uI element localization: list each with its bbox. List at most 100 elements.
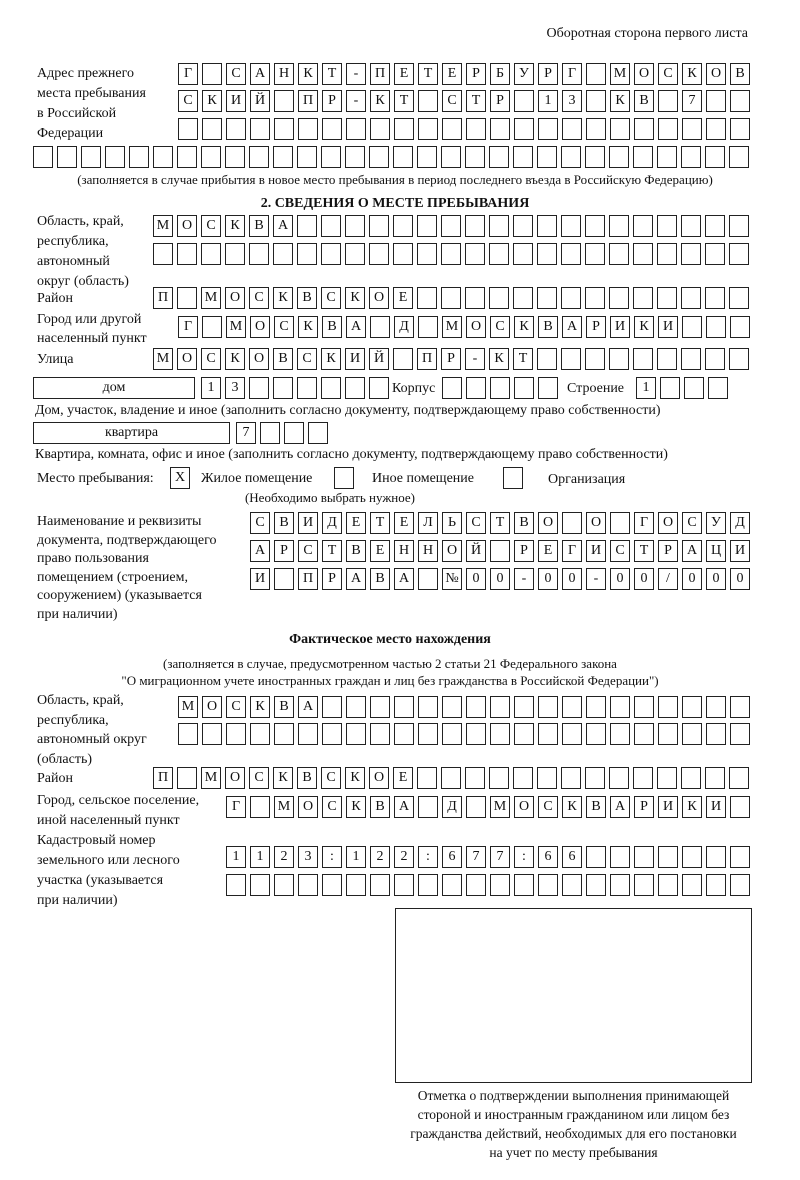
char-cell[interactable]: [346, 723, 366, 745]
char-cell[interactable]: -: [346, 90, 366, 112]
char-cell[interactable]: Д: [442, 796, 462, 818]
char-cell[interactable]: В: [297, 767, 317, 789]
char-cell[interactable]: С: [658, 63, 678, 85]
char-cell[interactable]: [441, 243, 461, 265]
char-cell[interactable]: 2: [370, 846, 390, 868]
char-cell[interactable]: О: [250, 316, 270, 338]
char-cell[interactable]: [586, 846, 606, 868]
char-cell[interactable]: [634, 723, 654, 745]
char-cell[interactable]: П: [370, 63, 390, 85]
char-cell[interactable]: С: [682, 512, 702, 534]
char-cell[interactable]: [730, 874, 750, 896]
char-cell[interactable]: [153, 243, 173, 265]
char-cell[interactable]: [249, 243, 269, 265]
char-cell[interactable]: И: [706, 796, 726, 818]
char-cell[interactable]: [708, 377, 728, 399]
char-cell[interactable]: И: [345, 348, 365, 370]
char-cell[interactable]: [394, 723, 414, 745]
char-cell[interactable]: [682, 696, 702, 718]
char-cell[interactable]: А: [682, 540, 702, 562]
char-cell[interactable]: [514, 696, 534, 718]
char-cell[interactable]: В: [538, 316, 558, 338]
char-cell[interactable]: Е: [442, 63, 462, 85]
char-cell[interactable]: [370, 118, 390, 140]
char-cell[interactable]: П: [417, 348, 437, 370]
char-cell[interactable]: [105, 146, 125, 168]
char-cell[interactable]: [585, 215, 605, 237]
char-cell[interactable]: С: [490, 316, 510, 338]
char-cell[interactable]: К: [250, 696, 270, 718]
char-cell[interactable]: [226, 118, 246, 140]
char-cell[interactable]: [441, 146, 461, 168]
char-cell[interactable]: [682, 846, 702, 868]
char-cell[interactable]: Г: [178, 316, 198, 338]
char-cell[interactable]: Е: [370, 540, 390, 562]
char-cell[interactable]: [226, 874, 246, 896]
char-cell[interactable]: [465, 767, 485, 789]
char-cell[interactable]: Р: [322, 90, 342, 112]
char-cell[interactable]: [658, 874, 678, 896]
char-cell[interactable]: [634, 118, 654, 140]
char-cell[interactable]: :: [418, 846, 438, 868]
char-cell[interactable]: А: [250, 63, 270, 85]
char-cell[interactable]: [489, 767, 509, 789]
char-cell[interactable]: [514, 874, 534, 896]
char-cell[interactable]: [201, 243, 221, 265]
char-cell[interactable]: Д: [322, 512, 342, 534]
char-cell[interactable]: [682, 874, 702, 896]
char-cell[interactable]: [490, 874, 510, 896]
char-cell[interactable]: [250, 796, 270, 818]
char-cell[interactable]: [682, 316, 702, 338]
char-cell[interactable]: [706, 723, 726, 745]
char-cell[interactable]: [418, 874, 438, 896]
char-cell[interactable]: [490, 696, 510, 718]
char-cell[interactable]: [465, 215, 485, 237]
char-cell[interactable]: [537, 215, 557, 237]
char-cell[interactable]: С: [442, 90, 462, 112]
char-cell[interactable]: 0: [634, 568, 654, 590]
char-cell[interactable]: [537, 767, 557, 789]
char-cell[interactable]: Р: [441, 348, 461, 370]
char-cell[interactable]: [441, 767, 461, 789]
char-cell[interactable]: [610, 696, 630, 718]
char-cell[interactable]: [345, 215, 365, 237]
char-cell[interactable]: [284, 422, 304, 444]
char-cell[interactable]: [466, 874, 486, 896]
char-cell[interactable]: К: [634, 316, 654, 338]
char-cell[interactable]: К: [225, 348, 245, 370]
char-cell[interactable]: [249, 146, 269, 168]
char-cell[interactable]: С: [249, 287, 269, 309]
char-cell[interactable]: Н: [394, 540, 414, 562]
char-cell[interactable]: К: [370, 90, 390, 112]
char-cell[interactable]: [489, 243, 509, 265]
char-cell[interactable]: Т: [513, 348, 533, 370]
char-cell[interactable]: [561, 767, 581, 789]
char-cell[interactable]: [513, 767, 533, 789]
char-cell[interactable]: [274, 118, 294, 140]
char-cell[interactable]: О: [466, 316, 486, 338]
char-cell[interactable]: [369, 243, 389, 265]
char-cell[interactable]: [369, 215, 389, 237]
char-cell[interactable]: А: [394, 568, 414, 590]
char-cell[interactable]: Т: [370, 512, 390, 534]
char-cell[interactable]: [538, 696, 558, 718]
char-cell[interactable]: [729, 348, 749, 370]
char-cell[interactable]: [633, 215, 653, 237]
char-cell[interactable]: О: [586, 512, 606, 534]
char-cell[interactable]: Т: [394, 90, 414, 112]
char-cell[interactable]: Е: [394, 512, 414, 534]
char-cell[interactable]: О: [369, 287, 389, 309]
char-cell[interactable]: [562, 723, 582, 745]
char-cell[interactable]: [418, 316, 438, 338]
char-cell[interactable]: К: [321, 348, 341, 370]
char-cell[interactable]: О: [514, 796, 534, 818]
char-cell[interactable]: [417, 146, 437, 168]
char-cell[interactable]: [633, 287, 653, 309]
char-cell[interactable]: [177, 146, 197, 168]
char-cell[interactable]: [633, 348, 653, 370]
char-cell[interactable]: Т: [418, 63, 438, 85]
char-cell[interactable]: С: [201, 348, 221, 370]
char-cell[interactable]: [705, 215, 725, 237]
char-cell[interactable]: С: [226, 63, 246, 85]
char-cell[interactable]: [657, 146, 677, 168]
